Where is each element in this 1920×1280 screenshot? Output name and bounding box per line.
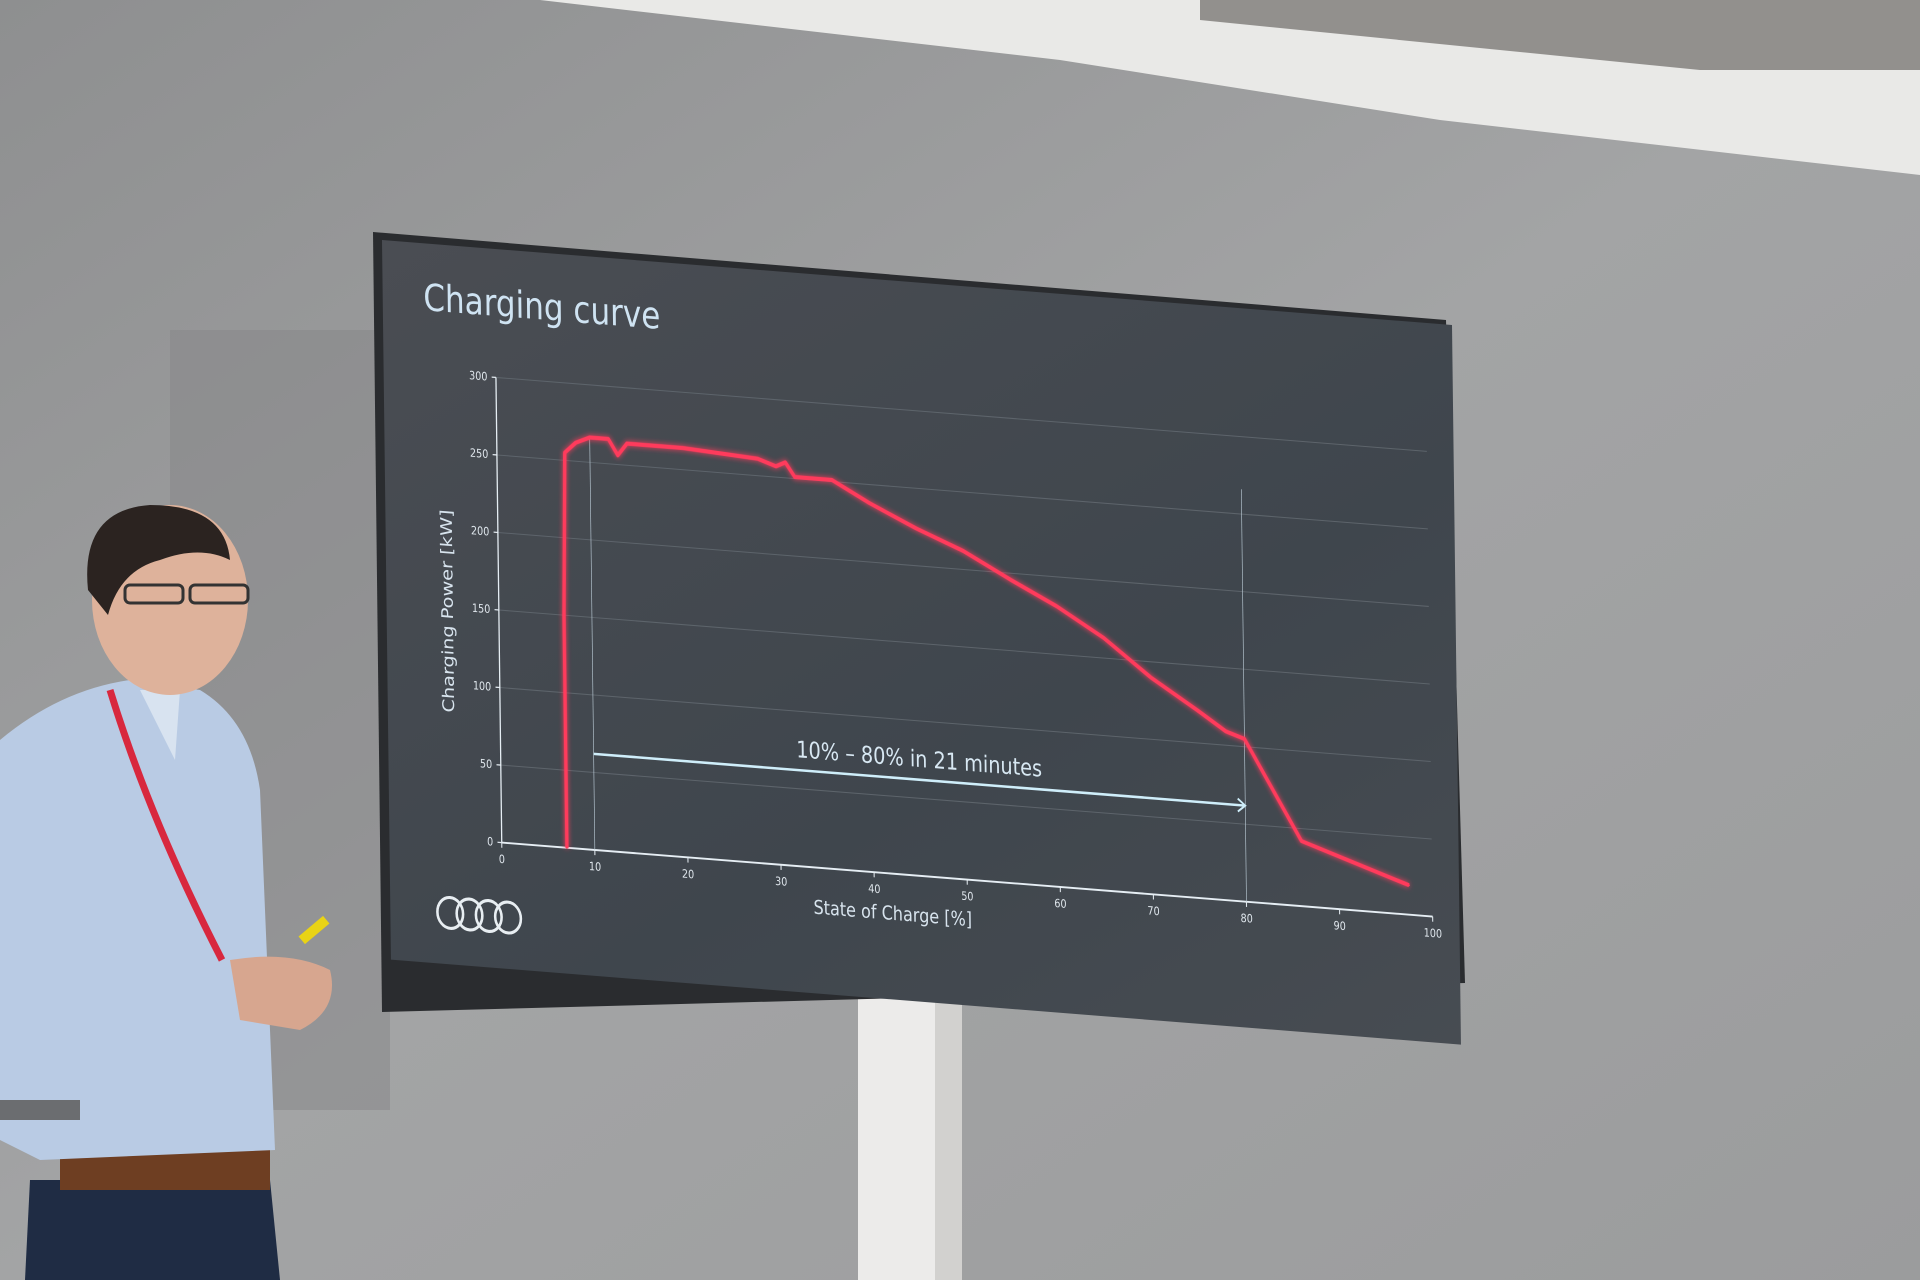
- charging-curve-line: [562, 435, 1410, 888]
- monitor-stand-shadow: [935, 990, 962, 1280]
- x-tick-label: 20: [682, 867, 695, 882]
- hands: [230, 956, 332, 1030]
- data-point: [915, 527, 918, 530]
- presenter-clicker: [298, 915, 330, 945]
- data-point: [626, 442, 628, 445]
- x-tick-label: 0: [499, 852, 506, 867]
- data-point: [588, 436, 591, 439]
- ceiling-fixtures: [1200, 0, 1920, 70]
- gridline-y: [500, 764, 1432, 840]
- data-point: [1102, 636, 1105, 639]
- data-point: [616, 454, 619, 457]
- gridline-y: [499, 687, 1431, 763]
- data-point: [868, 502, 871, 505]
- x-tick-label: 80: [1240, 911, 1253, 926]
- data-point: [831, 478, 833, 482]
- data-point: [566, 846, 568, 849]
- data-point: [793, 476, 796, 479]
- hair: [87, 505, 230, 615]
- arrow-head-icon: [1237, 797, 1247, 813]
- lectern-edge: [0, 1100, 80, 1120]
- annotation-arrow: [593, 752, 1246, 807]
- data-point: [563, 451, 566, 454]
- y-tick-label: 0: [487, 834, 494, 849]
- data-point: [962, 549, 964, 552]
- x-tick-label: 30: [775, 874, 788, 889]
- shirt: [0, 680, 275, 1160]
- jeans: [25, 1180, 280, 1280]
- gridline-y: [496, 454, 1428, 530]
- x-tick-label: 40: [868, 881, 881, 896]
- y-tick-label: 300: [469, 368, 488, 384]
- gridline-y: [495, 376, 1427, 452]
- four-rings-logo: [436, 895, 523, 935]
- data-point: [784, 461, 787, 464]
- data-point: [681, 447, 684, 450]
- x-axis: [501, 841, 1433, 918]
- y-axis-label: Charging Power [kW]: [438, 509, 459, 713]
- data-point: [1408, 884, 1410, 887]
- reference-line: [589, 437, 596, 851]
- y-axis: [495, 377, 503, 843]
- screen-surface: [382, 240, 1461, 1045]
- data-point: [1224, 730, 1227, 733]
- data-point: [1300, 840, 1303, 843]
- presenter: [0, 505, 332, 1280]
- glasses: [123, 583, 185, 605]
- x-tick-label: 70: [1147, 904, 1160, 919]
- data-point: [607, 437, 610, 441]
- data-point: [1196, 709, 1199, 712]
- data-point: [574, 441, 577, 444]
- x-tick-label: 90: [1334, 918, 1347, 933]
- x-tick-label: 100: [1424, 926, 1443, 942]
- data-point: [1055, 605, 1058, 608]
- x-tick-label: 60: [1054, 896, 1067, 911]
- data-point: [1243, 737, 1246, 740]
- reference-line: [1241, 489, 1247, 902]
- data-point: [756, 457, 759, 460]
- y-tick-label: 250: [470, 446, 489, 462]
- lanyard: [106, 688, 226, 962]
- x-tick-label: 50: [961, 889, 974, 904]
- y-tick-label: 200: [471, 523, 490, 539]
- gridline-y: [498, 609, 1430, 685]
- y-tick-label: 100: [473, 678, 492, 694]
- x-tick-label: 10: [589, 859, 602, 874]
- y-tick-label: 50: [480, 756, 493, 771]
- data-point: [563, 614, 565, 617]
- gridline-y: [497, 531, 1429, 607]
- data-point: [1149, 676, 1152, 679]
- data-point: [775, 465, 777, 468]
- y-tick-label: 150: [472, 601, 491, 617]
- data-point: [1009, 578, 1011, 581]
